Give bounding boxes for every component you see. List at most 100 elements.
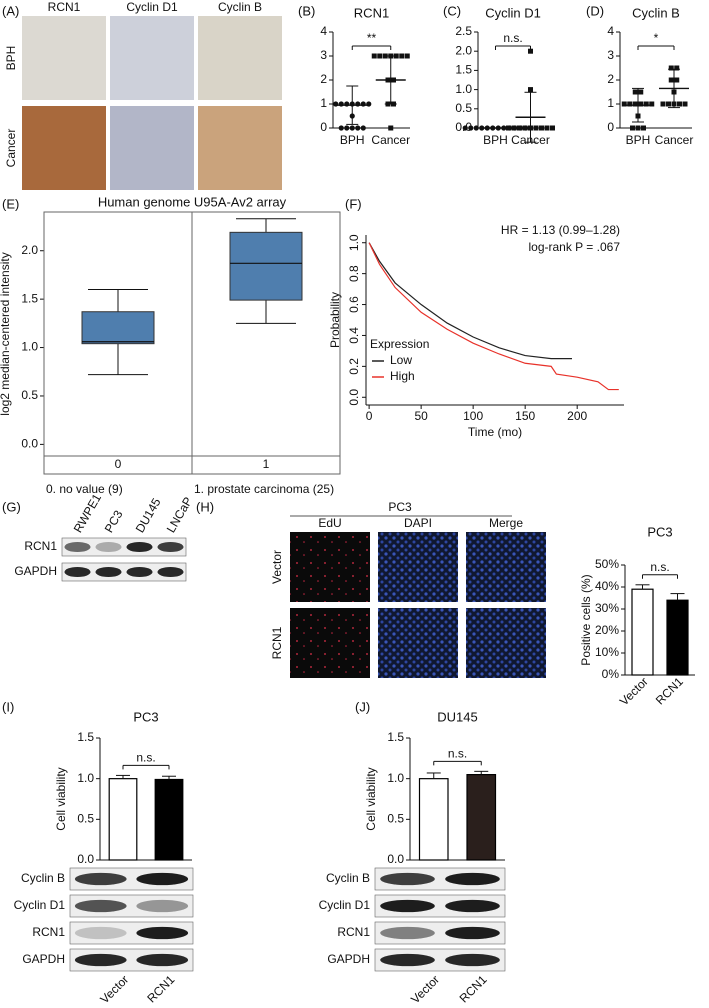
x-tick-label: RCN1: [457, 972, 490, 1005]
y-tick-label: 0.6: [347, 296, 361, 313]
y-tick-label: 0.0: [21, 437, 38, 451]
y-tick-label: 0.0: [387, 852, 404, 866]
ihc-image: [22, 106, 106, 190]
x-tick-label: Vector: [408, 972, 442, 1006]
data-point: [517, 125, 522, 131]
data-point: [388, 125, 394, 131]
blot-band: [445, 953, 500, 967]
data-point: [333, 101, 339, 107]
blot-band: [64, 566, 91, 578]
y-tick-label: 2: [607, 72, 614, 86]
y-tick-label: 0.5: [77, 812, 94, 826]
data-point: [399, 53, 405, 59]
column-label: Cyclin B: [218, 0, 262, 14]
blot-row-label: Cyclin D1: [319, 898, 371, 912]
blot-row-label: GAPDH: [327, 952, 370, 966]
fluorescence-image: [290, 608, 370, 678]
lane-label: RWPE1: [71, 491, 105, 535]
y-tick-label: 1.5: [77, 730, 94, 744]
blot-band: [95, 541, 122, 553]
chart-title: Human genome U95A-Av2 array: [98, 194, 287, 209]
panel-label: (H): [196, 499, 214, 514]
x-tick-label: BPH: [340, 133, 365, 147]
bar: [631, 588, 654, 676]
y-tick-label: 2.0: [21, 243, 38, 257]
blot-band: [74, 899, 127, 913]
panel-label: (C): [443, 3, 461, 18]
bar: [466, 773, 497, 861]
significance-label: *: [654, 31, 659, 45]
data-point: [649, 101, 655, 107]
panel-label: (G): [2, 499, 21, 514]
chart-title: Cyclin B: [632, 5, 680, 20]
ihc-image: [198, 16, 282, 100]
data-point: [338, 125, 344, 131]
column-label: Cyclin D1: [126, 0, 178, 14]
x-tick-label: RCN1: [653, 674, 686, 707]
blot-band: [74, 926, 127, 940]
ihc-image: [110, 16, 194, 100]
column-label: Merge: [489, 516, 523, 530]
y-tick-label: 1.0: [347, 234, 361, 251]
y-tick-label: 1.5: [455, 63, 472, 77]
y-axis-label: Cell viability: [54, 767, 68, 830]
significance-label: **: [367, 31, 377, 45]
y-axis-label: log2 median-centered intensity: [0, 252, 12, 415]
y-tick-label: 0.8: [347, 265, 361, 282]
data-point: [660, 101, 666, 107]
bar: [154, 778, 184, 861]
blot-band: [380, 926, 435, 940]
data-point: [550, 125, 555, 131]
x-axis-label: Time (mo): [468, 425, 522, 439]
blot-band: [157, 566, 184, 578]
bar: [418, 778, 449, 861]
y-tick-label: 30%: [595, 601, 619, 615]
x-tick-label: RCN1: [144, 972, 177, 1005]
column-label: DAPI: [404, 516, 432, 530]
category-label: 1: [263, 457, 270, 471]
y-tick-label: 50%: [595, 557, 619, 571]
data-point: [666, 101, 671, 107]
y-tick-label: 1.0: [455, 82, 472, 96]
column-label: RCN1: [48, 0, 81, 14]
x-tick-label: 150: [515, 409, 535, 423]
panel-label: (D): [586, 3, 604, 18]
annotation: log-rank P = .067: [528, 240, 620, 254]
blot-band: [126, 566, 153, 578]
bar: [666, 599, 689, 676]
y-tick-label: 1: [607, 96, 614, 110]
survival-curve: [368, 242, 619, 391]
data-point: [404, 53, 410, 59]
ihc-image: [22, 16, 106, 100]
y-tick-label: 0.2: [347, 358, 361, 375]
y-tick-label: 2.0: [455, 43, 472, 57]
blot-row-label: RCN1: [24, 539, 57, 553]
x-tick-label: BPH: [626, 133, 651, 147]
data-point: [638, 89, 644, 95]
survival-curve: [368, 242, 572, 360]
data-point: [511, 125, 517, 131]
x-tick-label: Cancer: [371, 133, 410, 147]
chart-title: PC3: [647, 524, 672, 539]
y-tick-label: 1: [320, 96, 327, 110]
blot-band: [380, 953, 435, 967]
data-point: [366, 101, 372, 107]
blot-row-label: Cyclin B: [326, 871, 370, 885]
significance-label: n.s.: [650, 560, 669, 574]
y-tick-label: 0: [320, 120, 327, 134]
group-label: 1. prostate carcinoma (25): [194, 482, 334, 496]
data-point: [539, 125, 544, 131]
data-point: [473, 125, 479, 131]
panel-label: (B): [298, 3, 315, 18]
column-label: EdU: [318, 516, 341, 530]
blot-band: [136, 899, 189, 913]
y-tick-label: 1.5: [21, 291, 38, 305]
y-axis-label: Positive cells (%): [579, 574, 593, 665]
box: [81, 311, 155, 345]
data-point: [677, 101, 682, 107]
fluorescence-image: [378, 608, 458, 678]
y-tick-label: 0.4: [347, 327, 361, 344]
data-point: [627, 101, 633, 107]
significance-label: n.s.: [503, 31, 522, 45]
data-point: [468, 125, 474, 131]
